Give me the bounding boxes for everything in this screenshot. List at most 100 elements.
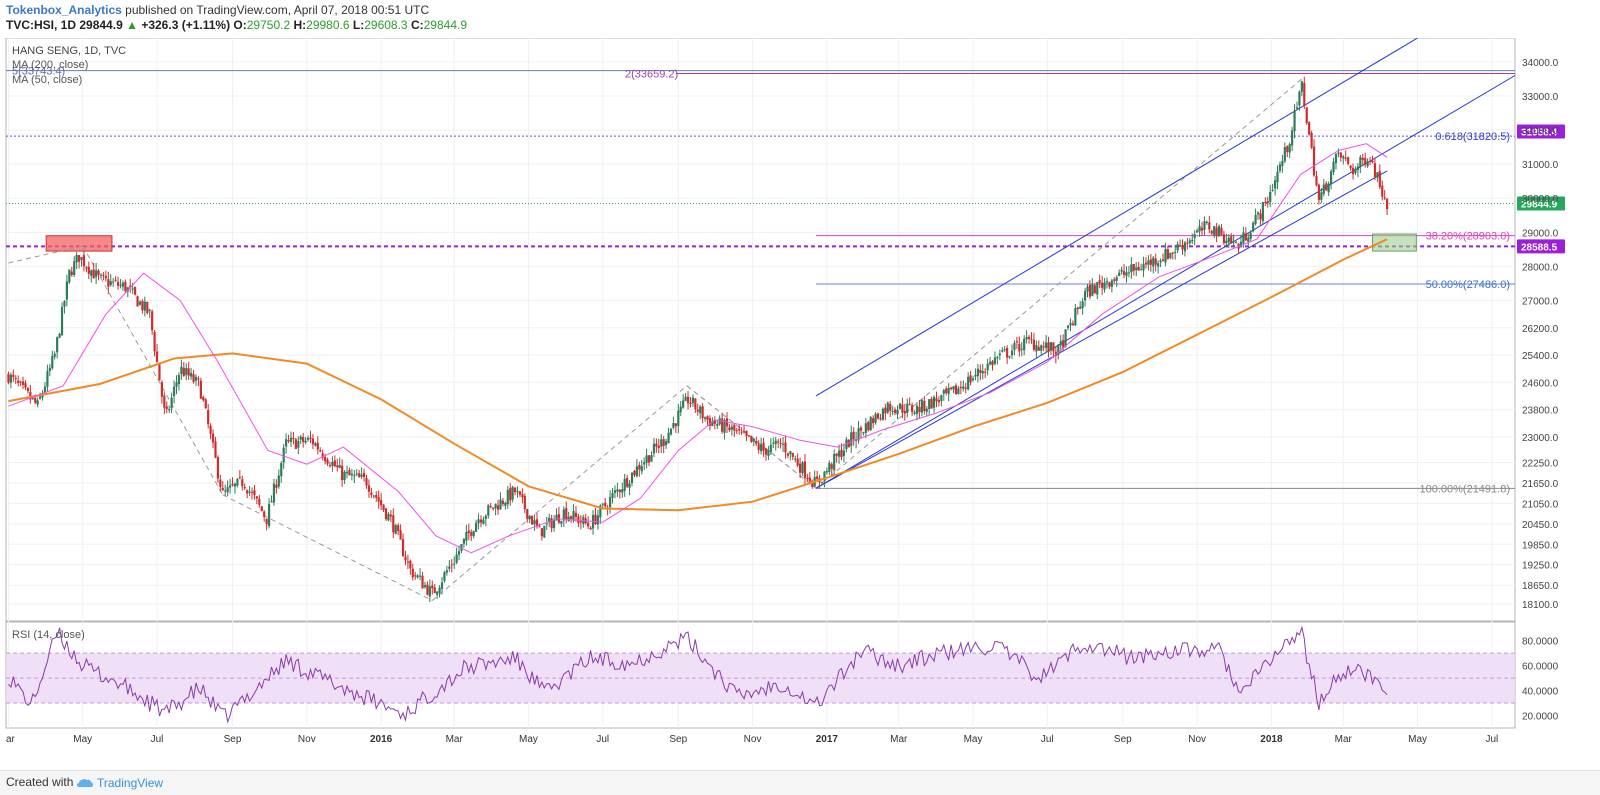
candle-body [285, 439, 288, 447]
candle-body [494, 503, 497, 509]
candle-body [772, 442, 775, 444]
candle-body [1208, 222, 1211, 230]
candle-body [803, 461, 807, 478]
candle-body [362, 472, 366, 478]
candle-body [319, 450, 322, 452]
y-tick-label: 33000.0 [1522, 92, 1559, 103]
tradingview-brand: TradingView [97, 776, 164, 790]
candle-body [185, 368, 188, 375]
x-tick-label: May [519, 734, 538, 745]
candle-body [499, 499, 502, 510]
candle-body [392, 515, 395, 533]
price-pane-border [5, 38, 1516, 622]
candle-body [177, 375, 181, 385]
candle-body [450, 564, 453, 566]
fib-100-label: 100.00%(21491.8) [1419, 483, 1510, 495]
x-tick-label: 2018 [1260, 734, 1283, 745]
candle-body [1020, 348, 1023, 350]
y-tick-label: 34000.0 [1522, 58, 1559, 69]
candle-body [1286, 146, 1289, 152]
candle-body [791, 453, 794, 457]
candle-body [236, 478, 239, 486]
symbol-name: TVC:HSI, 1D [6, 18, 77, 32]
candle-body [531, 516, 534, 525]
candle-body [908, 403, 911, 405]
candle-body [160, 382, 163, 397]
candle-body [993, 357, 997, 364]
footer: Created with TradingView [0, 770, 1600, 795]
candle-body [323, 456, 327, 462]
candle-body [928, 399, 931, 409]
candle-body [1278, 164, 1282, 171]
candle-body [253, 490, 256, 496]
candle-body [1371, 160, 1374, 163]
x-tick-label: Sep [224, 734, 242, 745]
candle-body [750, 435, 753, 442]
candle-body [360, 474, 363, 477]
candle-body [321, 453, 324, 458]
candle-body [996, 357, 999, 359]
candle-body [39, 396, 42, 399]
candle-body [48, 367, 51, 372]
y-tick-label: 21650.0 [1522, 479, 1559, 490]
candle-body [1137, 267, 1140, 271]
candle-body [952, 386, 955, 390]
candle-body [92, 269, 95, 279]
tradingview-logo[interactable]: TradingView [77, 776, 163, 790]
candle-body [221, 488, 224, 491]
candle-body [706, 416, 709, 420]
candle-body [613, 490, 617, 493]
candle-body [1332, 161, 1335, 172]
candle-body [1298, 91, 1301, 106]
candle-body [199, 380, 202, 399]
candle-body [660, 439, 663, 447]
candle-body [621, 489, 624, 493]
candle-body [1030, 339, 1033, 341]
candle-body [1244, 233, 1247, 241]
candle-body [95, 270, 98, 277]
candle-body [579, 521, 582, 523]
candle-body [85, 267, 88, 269]
candle-body [472, 531, 475, 537]
candle-body [1040, 345, 1043, 351]
x-tick-label: Mar [1335, 734, 1353, 745]
candle-body [954, 385, 958, 395]
candle-body [1337, 152, 1340, 154]
candle-body [862, 432, 865, 434]
candle-body [1176, 244, 1179, 251]
candle-body [1093, 285, 1096, 294]
resistance-box [45, 235, 113, 252]
candle-body [416, 575, 419, 578]
candle-body [852, 431, 855, 440]
candle-body [445, 570, 448, 573]
candle-body [986, 363, 989, 371]
rsi-tick-label: 80.0000 [1522, 637, 1559, 648]
candle-body [197, 378, 200, 380]
y-tick-label: 21050.0 [1522, 499, 1559, 510]
candle-body [170, 397, 173, 409]
low-label: L: [352, 18, 365, 32]
candle-body [857, 428, 860, 441]
candle-body [387, 513, 390, 521]
candle-body [1159, 260, 1162, 263]
price-chart[interactable]: 2(33659.2) 5(33743.4) 0.618(31820.5) 38.20%… [0, 38, 1600, 770]
candle-body [216, 457, 220, 479]
candle-body [526, 508, 529, 519]
candle-body [686, 396, 690, 404]
candle-body [60, 307, 64, 335]
candle-body [540, 528, 543, 537]
candle-body [1013, 342, 1016, 350]
candle-body [1351, 167, 1355, 175]
candle-body [1037, 346, 1040, 351]
candle-body [623, 478, 626, 491]
candle-body [635, 466, 638, 477]
candle-body [462, 538, 466, 544]
author-link[interactable]: Tokenbox_Analytics [6, 3, 122, 17]
candle-body [306, 437, 310, 440]
close-value: 29844.9 [423, 18, 468, 32]
candle-body [511, 486, 514, 500]
candle-body [781, 443, 785, 445]
candle-body [1122, 271, 1126, 275]
candle-body [496, 505, 500, 510]
candle-body [516, 491, 519, 493]
